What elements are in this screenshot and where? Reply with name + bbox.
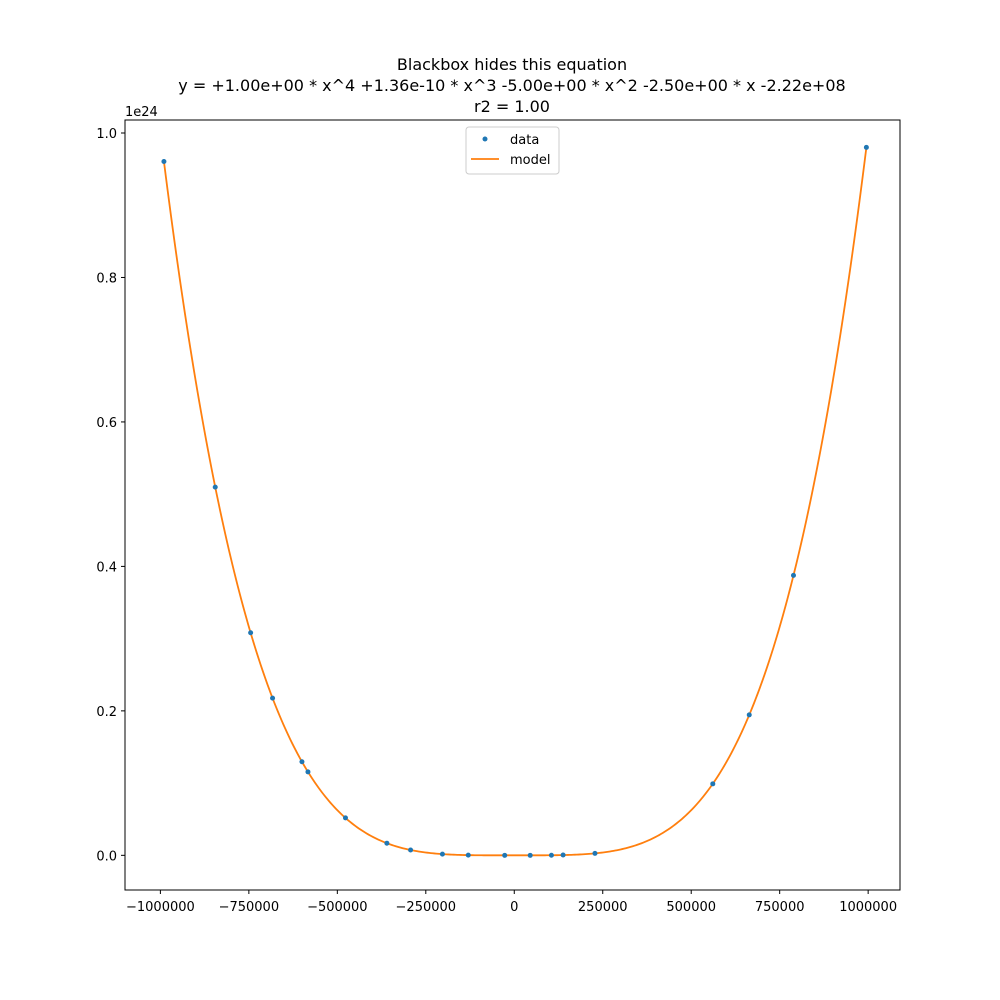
y-tick-label: 0.6 (96, 416, 117, 431)
data-point (592, 850, 598, 856)
plot-frame (124, 119, 901, 891)
title-line-1: Blackbox hides this equation (397, 55, 627, 74)
data-point (305, 769, 311, 775)
y-tick-label: 0.4 (96, 560, 117, 575)
data-point (527, 852, 533, 858)
x-axis: −1000000 −750000 −500000 −250000 0 250000 5000… (126, 890, 897, 915)
data-series (161, 144, 869, 858)
legend-model-label: model (510, 153, 550, 168)
data-point (502, 852, 508, 858)
data-point (212, 484, 218, 490)
data-point (342, 815, 348, 821)
x-tick-label: 500000 (666, 900, 716, 915)
x-tick-label: −1000000 (126, 900, 195, 915)
data-point (746, 712, 752, 718)
x-tick-label: 750000 (755, 900, 805, 915)
legend-box (465, 126, 560, 175)
y-offset-label: 1e24 (125, 105, 158, 120)
data-point (548, 852, 554, 858)
data-point (161, 158, 167, 164)
data-point (408, 847, 414, 853)
title-line-2: y = +1.00e+00 * x^4 +1.36e-10 * x^3 -5.0… (178, 76, 845, 95)
data-point (465, 852, 471, 858)
legend: data model (465, 126, 560, 175)
data-point (248, 630, 254, 636)
data-point (439, 851, 445, 857)
data-point (299, 759, 305, 765)
x-tick-label: 250000 (578, 900, 628, 915)
legend-data-label: data (510, 133, 539, 148)
y-tick-label: 0.0 (96, 849, 117, 864)
chart-title: Blackbox hides this equation y = +1.00e+… (178, 55, 845, 116)
y-tick-label: 1.0 (96, 127, 117, 142)
x-tick-label: −250000 (396, 900, 457, 915)
title-line-3: r2 = 1.00 (474, 97, 550, 116)
x-tick-label: 1000000 (839, 900, 897, 915)
data-point (270, 695, 276, 701)
data-point (790, 572, 796, 578)
data-point (560, 852, 566, 858)
x-tick-label: −500000 (307, 900, 368, 915)
legend-data-marker (482, 136, 488, 142)
data-point (863, 144, 869, 150)
data-point (384, 840, 390, 846)
y-axis: 0.0 0.2 0.4 0.6 0.8 1.0 (96, 127, 125, 864)
x-tick-label: 0 (510, 900, 518, 915)
x-tick-label: −750000 (219, 900, 280, 915)
y-tick-label: 0.2 (96, 705, 117, 720)
y-tick-label: 0.8 (96, 271, 117, 286)
data-point (710, 781, 716, 787)
